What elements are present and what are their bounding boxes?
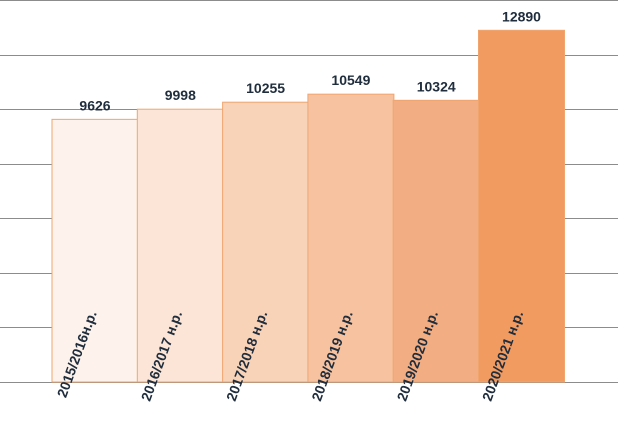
- value-label-2: 10255: [246, 80, 285, 96]
- bar-3: [307, 93, 395, 383]
- bar-2: [222, 101, 310, 383]
- value-labels: 9626 9998 10255 10549 10324 12890: [79, 8, 541, 113]
- value-label-1: 9998: [165, 87, 196, 103]
- value-label-5: 12890: [502, 8, 541, 24]
- bars: [51, 29, 565, 383]
- value-label-4: 10324: [417, 78, 456, 94]
- bar-5: [478, 29, 565, 383]
- value-label-3: 10549: [331, 72, 370, 88]
- bar-4: [392, 99, 480, 383]
- bar-0: [51, 118, 139, 383]
- value-label-0: 9626: [79, 97, 110, 113]
- bar-1: [136, 108, 224, 383]
